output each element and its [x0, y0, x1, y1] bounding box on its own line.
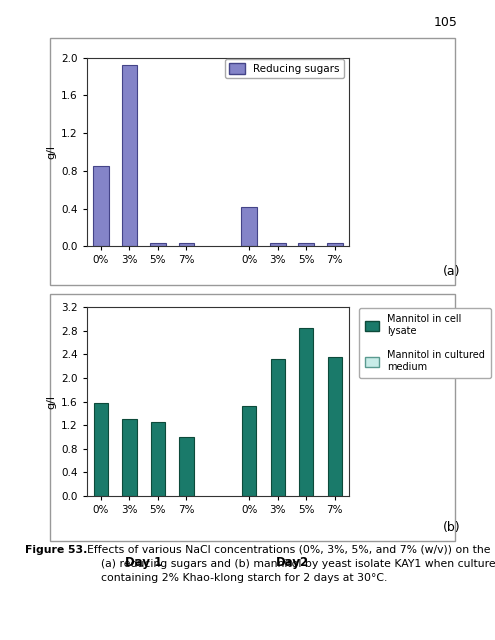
Bar	[271, 359, 285, 496]
Bar	[328, 357, 342, 496]
Bar	[242, 406, 256, 496]
Text: 105: 105	[434, 16, 457, 29]
Text: Figure 53.: Figure 53.	[25, 545, 87, 556]
Y-axis label: g/l: g/l	[47, 395, 57, 408]
Bar	[122, 65, 137, 246]
Text: Day 1: Day 1	[125, 307, 162, 320]
Bar	[93, 166, 109, 246]
Bar	[299, 328, 313, 496]
Bar	[242, 207, 257, 246]
Bar	[150, 243, 166, 246]
Text: (a): (a)	[443, 266, 460, 278]
Bar	[122, 419, 137, 496]
Bar	[94, 403, 108, 496]
Y-axis label: g/l: g/l	[47, 145, 57, 159]
Text: Day 1: Day 1	[125, 556, 162, 570]
Bar	[179, 243, 194, 246]
Legend: Reducing sugars: Reducing sugars	[225, 59, 344, 78]
Bar	[179, 437, 194, 496]
Text: Day 2: Day 2	[273, 307, 310, 320]
Bar	[298, 243, 314, 246]
Bar	[327, 243, 343, 246]
Legend: Mannitol in cell
lysate, Mannitol in cultured
medium: Mannitol in cell lysate, Mannitol in cul…	[359, 308, 491, 378]
Text: Day2: Day2	[275, 556, 308, 570]
Bar	[151, 422, 165, 496]
Bar	[270, 243, 286, 246]
Text: Effects of various NaCl concentrations (0%, 3%, 5%, and 7% (w/v)) on the product: Effects of various NaCl concentrations (…	[87, 545, 495, 583]
Text: (b): (b)	[443, 522, 461, 534]
